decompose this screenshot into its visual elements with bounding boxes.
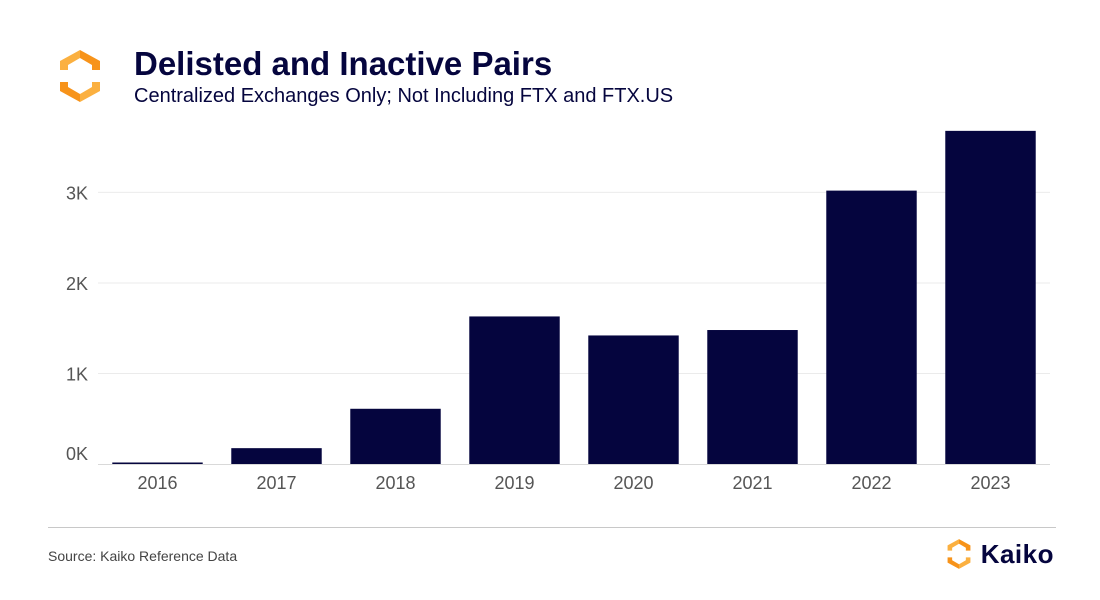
brand-footer: Kaiko	[943, 538, 1054, 570]
y-tick-label: 1K	[66, 364, 88, 384]
bar-2018	[350, 408, 441, 464]
x-tick-label: 2020	[613, 473, 653, 493]
kaiko-logo-icon	[60, 50, 100, 102]
bar-2021	[707, 330, 798, 464]
chart-header: Delisted and Inactive Pairs Centralized …	[52, 44, 673, 108]
x-tick-label: 2018	[375, 473, 415, 493]
title-block: Delisted and Inactive Pairs Centralized …	[134, 44, 673, 108]
y-axis-ticks: 0K 1K 2K 3K	[66, 183, 88, 464]
chart-title: Delisted and Inactive Pairs	[134, 45, 553, 82]
y-tick-label: 2K	[66, 274, 88, 294]
footer-divider	[48, 527, 1056, 528]
x-tick-label: 2017	[256, 473, 296, 493]
bar-2022	[826, 190, 917, 464]
x-tick-label: 2021	[732, 473, 772, 493]
bar-2019	[469, 316, 560, 464]
bar-2023	[945, 130, 1036, 464]
bar-2016	[112, 462, 203, 464]
grid-lines	[98, 191, 1050, 374]
x-tick-label: 2022	[851, 473, 891, 493]
y-tick-label: 3K	[66, 183, 88, 203]
source-note: Source: Kaiko Reference Data	[48, 548, 238, 564]
x-axis-ticks: 2016 2017 2018 2019 2020 2021 2022 2023	[137, 473, 1010, 493]
chart-subtitle: Centralized Exchanges Only; Not Includin…	[134, 85, 674, 107]
bars	[112, 130, 1036, 464]
brand-name: Kaiko	[980, 538, 1054, 569]
kaiko-logo-icon	[947, 539, 971, 569]
x-tick-label: 2016	[137, 473, 177, 493]
bar-2017	[231, 448, 322, 464]
bar-2020	[588, 335, 679, 464]
x-tick-label: 2019	[494, 473, 534, 493]
y-tick-label: 0K	[66, 444, 88, 464]
x-tick-label: 2023	[970, 473, 1010, 493]
